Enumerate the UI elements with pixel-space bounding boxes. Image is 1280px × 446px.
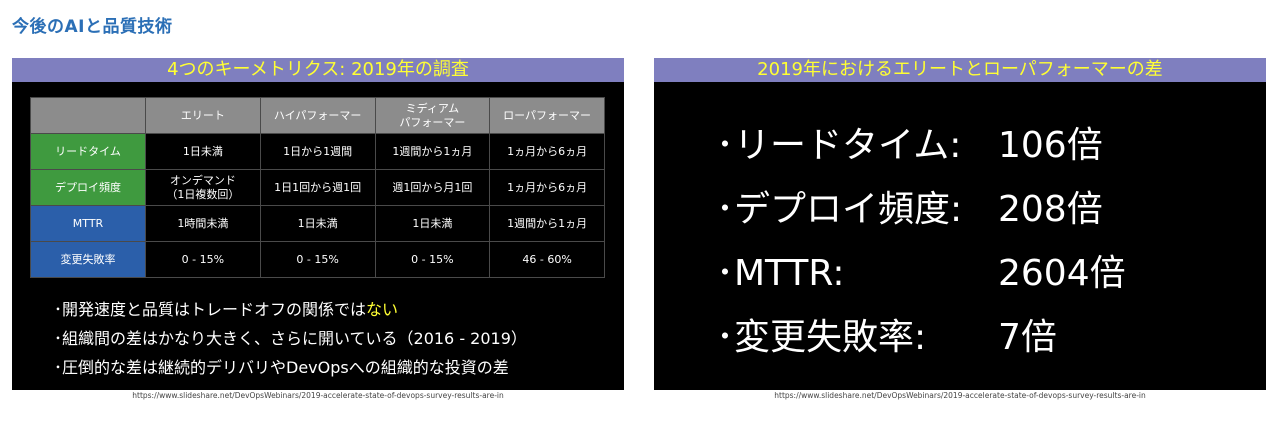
row-label-mttr: MTTR xyxy=(30,205,146,242)
slide-title: 2019年におけるエリートとローパフォーマーの差 xyxy=(654,58,1266,82)
metric-ratio: 2604倍 xyxy=(998,253,1126,294)
table-cell: 0 - 15% xyxy=(259,241,376,278)
table-cell: 1週間から1ヵ月 xyxy=(489,205,605,242)
table-row: デプロイ頻度 オンデマンド （1日複数回） 1日1回から週1回 週1回から月1回… xyxy=(30,169,605,206)
table-header-row: エリート ハイパフォーマー ミディアム パフォーマー ローパフォーマー xyxy=(30,97,605,134)
table-cell: 46 - 60% xyxy=(489,241,605,278)
table-cell: 1日から1週間 xyxy=(259,133,376,170)
metric-label: ･変更失敗率: xyxy=(716,317,927,358)
table-cell: 週1回から月1回 xyxy=(374,169,491,206)
table-corner-cell xyxy=(30,97,146,134)
source-url: https://www.slideshare.net/DevOpsWebinar… xyxy=(654,390,1266,402)
table-cell: 1日未満 xyxy=(259,205,376,242)
list-item: ･リードタイム: 106倍 xyxy=(716,114,1216,178)
list-item: ･変更失敗率: 7倍 xyxy=(716,306,1216,370)
table-row: リードタイム 1日未満 1日から1週間 1週間から1ヵ月 1ヵ月から6ヵ月 xyxy=(30,133,605,170)
slide-title: 4つのキーメトリクス: 2019年の調査 xyxy=(12,58,624,82)
page-heading: 今後のAIと品質技術 xyxy=(12,17,173,37)
row-label-lead-time: リードタイム xyxy=(30,133,146,170)
column-header-high: ハイパフォーマー xyxy=(259,97,376,134)
list-item: ･圧倒的な差は継続的デリバリやDevOpsへの組織的な投資の差 xyxy=(54,358,509,377)
key-metrics-slide: 4つのキーメトリクス: 2019年の調査 エリート ハイパフォーマー ミディアム… xyxy=(12,58,624,402)
highlighted-text: ない xyxy=(366,300,399,319)
table-cell: 1ヵ月から6ヵ月 xyxy=(489,133,605,170)
findings-list: ･開発速度と品質はトレードオフの関係ではない ･組織間の差はかなり大きく、さらに… xyxy=(54,295,527,382)
column-header-low: ローパフォーマー xyxy=(489,97,605,134)
row-label-deploy-frequency: デプロイ頻度 xyxy=(30,169,146,206)
table-cell: 0 - 15% xyxy=(145,241,261,278)
metric-label: ･リードタイム: xyxy=(716,125,962,166)
metric-ratio: 106倍 xyxy=(998,125,1103,166)
list-item: ･MTTR: 2604倍 xyxy=(716,242,1216,306)
list-item: ･組織間の差はかなり大きく、さらに開いている（2016 - 2019） xyxy=(54,329,527,348)
metric-ratio: 208倍 xyxy=(998,189,1103,230)
source-url: https://www.slideshare.net/DevOpsWebinar… xyxy=(12,390,624,402)
metric-ratio: 7倍 xyxy=(998,317,1057,358)
metric-label: ･MTTR: xyxy=(716,253,845,294)
table-row: 変更失敗率 0 - 15% 0 - 15% 0 - 15% 46 - 60% xyxy=(30,241,605,278)
table-cell: 1時間未満 xyxy=(145,205,261,242)
table-cell: 0 - 15% xyxy=(374,241,491,278)
table-cell: 1週間から1ヵ月 xyxy=(374,133,491,170)
table-cell: 1ヵ月から6ヵ月 xyxy=(489,169,605,206)
elite-vs-low-slide: 2019年におけるエリートとローパフォーマーの差 ･リードタイム: 106倍 ･… xyxy=(654,58,1266,402)
table-row: MTTR 1時間未満 1日未満 1日未満 1週間から1ヵ月 xyxy=(30,205,605,242)
table-cell: 1日未満 xyxy=(374,205,491,242)
table-cell: 1日1回から週1回 xyxy=(259,169,376,206)
table-cell: 1日未満 xyxy=(145,133,261,170)
row-label-change-failure-rate: 変更失敗率 xyxy=(30,241,146,278)
table-cell: オンデマンド （1日複数回） xyxy=(145,169,261,206)
list-item: ･開発速度と品質はトレードオフの関係ではない xyxy=(54,295,527,324)
column-header-elite: エリート xyxy=(145,97,261,134)
ratio-list: ･リードタイム: 106倍 ･デプロイ頻度: 208倍 ･MTTR: 2604倍… xyxy=(716,114,1216,370)
metrics-table: エリート ハイパフォーマー ミディアム パフォーマー ローパフォーマー リードタ… xyxy=(30,97,605,278)
metric-label: ･デプロイ頻度: xyxy=(716,189,963,230)
bullet-text: ･開発速度と品質はトレードオフの関係では xyxy=(54,300,367,319)
list-item: ･デプロイ頻度: 208倍 xyxy=(716,178,1216,242)
column-header-medium: ミディアム パフォーマー xyxy=(374,97,491,134)
